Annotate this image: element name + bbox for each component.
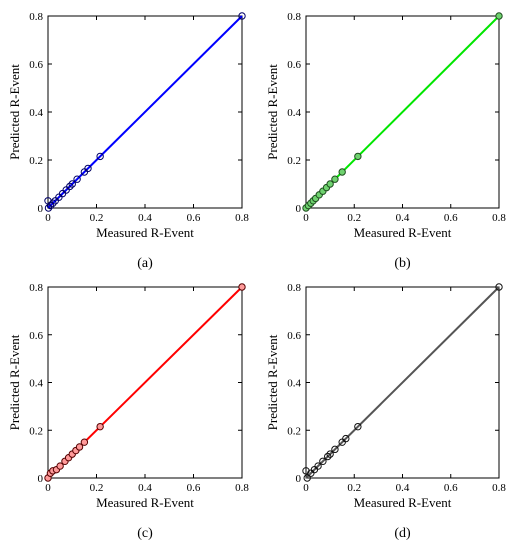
y-tick-label: 0.8 <box>287 282 301 294</box>
data-point <box>326 180 334 188</box>
data-point <box>80 438 89 446</box>
y-tick-label: 0.2 <box>287 155 301 167</box>
data-point <box>303 474 311 482</box>
panel-label: (a) <box>137 256 153 271</box>
x-tick-label: 0.6 <box>444 482 458 494</box>
x-tick-label: 0.8 <box>235 482 249 494</box>
data-point <box>96 152 104 161</box>
y-tick-label: 0.6 <box>29 59 43 71</box>
y-axis-title: Predicted R-Event <box>7 334 22 430</box>
x-tick-label: 0.6 <box>187 212 201 224</box>
fit-line <box>305 15 500 209</box>
x-tick-label: 0.4 <box>138 212 152 224</box>
y-tick-label: 0.4 <box>29 107 43 119</box>
data-point <box>75 443 84 451</box>
y-tick-label: 0.2 <box>29 155 43 167</box>
y-tick-label: 0.8 <box>287 11 301 23</box>
x-axis-title: Measured R-Event <box>96 225 194 240</box>
y-tick-label: 0.4 <box>287 378 301 390</box>
data-point <box>96 422 104 431</box>
data-point <box>495 12 503 20</box>
x-tick-label: 0 <box>303 482 309 494</box>
data-point <box>84 164 92 173</box>
data-point <box>326 450 334 458</box>
y-tick-label: 0 <box>38 473 44 485</box>
panel-2: 0 0.2 0.4 0.6 0.8 0 0.2 0.4 0.6 0.8 Measured R-Eve… <box>265 11 506 271</box>
data-point <box>238 283 246 291</box>
data-point <box>238 12 246 20</box>
y-axis-title: Predicted R-Event <box>265 334 280 430</box>
x-tick-label: 0.6 <box>187 482 201 494</box>
x-tick-label: 0.8 <box>492 482 506 494</box>
x-tick-label: 0.8 <box>492 212 506 224</box>
fit-line <box>47 15 243 209</box>
data-point <box>73 175 81 183</box>
x-axis-title: Measured R-Event <box>354 225 452 240</box>
data-point <box>324 452 332 461</box>
x-tick-label: 0.8 <box>235 212 249 224</box>
x-tick-label: 0.6 <box>444 212 458 224</box>
data-point <box>56 462 64 470</box>
y-tick-label: 0.2 <box>287 425 301 437</box>
data-point <box>46 201 55 210</box>
x-tick-label: 0.4 <box>396 482 410 494</box>
x-tick-label: 0 <box>45 482 51 494</box>
y-tick-label: 0.4 <box>29 378 43 390</box>
data-point <box>68 180 76 188</box>
x-tick-label: 0.2 <box>90 482 104 494</box>
data-point <box>331 445 339 454</box>
panel-1: 0 0.2 0.4 0.6 0.8 0 0.2 0.4 0.6 0.8 Measured R-Eve… <box>7 11 249 271</box>
data-point <box>354 152 362 161</box>
y-axis-title: Predicted R-Event <box>265 64 280 160</box>
y-axis-title: Predicted R-Event <box>7 64 22 160</box>
data-point <box>44 204 53 212</box>
panel-3: 0 0.2 0.4 0.6 0.8 0 0.2 0.4 0.6 0.8 Measured R-Eve… <box>7 282 249 541</box>
x-axis-title: Measured R-Event <box>354 495 452 510</box>
data-point <box>314 462 322 470</box>
x-tick-label: 0 <box>303 212 309 224</box>
y-tick-label: 0.6 <box>29 330 43 342</box>
panel-label: (d) <box>394 526 411 541</box>
panel-label: (c) <box>137 526 153 541</box>
data-point <box>354 422 362 431</box>
y-tick-label: 0 <box>38 203 44 215</box>
data-point <box>66 182 74 191</box>
x-axis-title: Measured R-Event <box>96 495 194 510</box>
y-tick-label: 0.2 <box>29 425 43 437</box>
data-point <box>319 457 327 465</box>
x-tick-label: 0.2 <box>90 212 104 224</box>
y-tick-label: 0.4 <box>287 107 301 119</box>
y-tick-label: 0.8 <box>29 282 43 294</box>
fit-line <box>305 286 500 479</box>
data-point <box>49 199 57 207</box>
x-tick-label: 0.4 <box>396 212 410 224</box>
data-point <box>338 168 346 176</box>
y-tick-label: 0.6 <box>287 59 301 71</box>
x-tick-label: 0.2 <box>347 482 361 494</box>
data-point <box>495 283 503 291</box>
y-tick-label: 0 <box>296 473 302 485</box>
y-tick-label: 0 <box>296 203 302 215</box>
x-tick-label: 0.2 <box>347 212 361 224</box>
data-point <box>342 434 350 443</box>
panel-4: 0 0.2 0.4 0.6 0.8 0 0.2 0.4 0.6 0.8 Measured R-Eve… <box>265 282 506 541</box>
y-tick-label: 0.8 <box>29 11 43 23</box>
x-tick-label: 0.4 <box>138 482 152 494</box>
x-tick-label: 0 <box>45 212 51 224</box>
data-point <box>331 175 339 183</box>
panel-label: (b) <box>394 256 411 271</box>
y-tick-label: 0.6 <box>287 330 301 342</box>
